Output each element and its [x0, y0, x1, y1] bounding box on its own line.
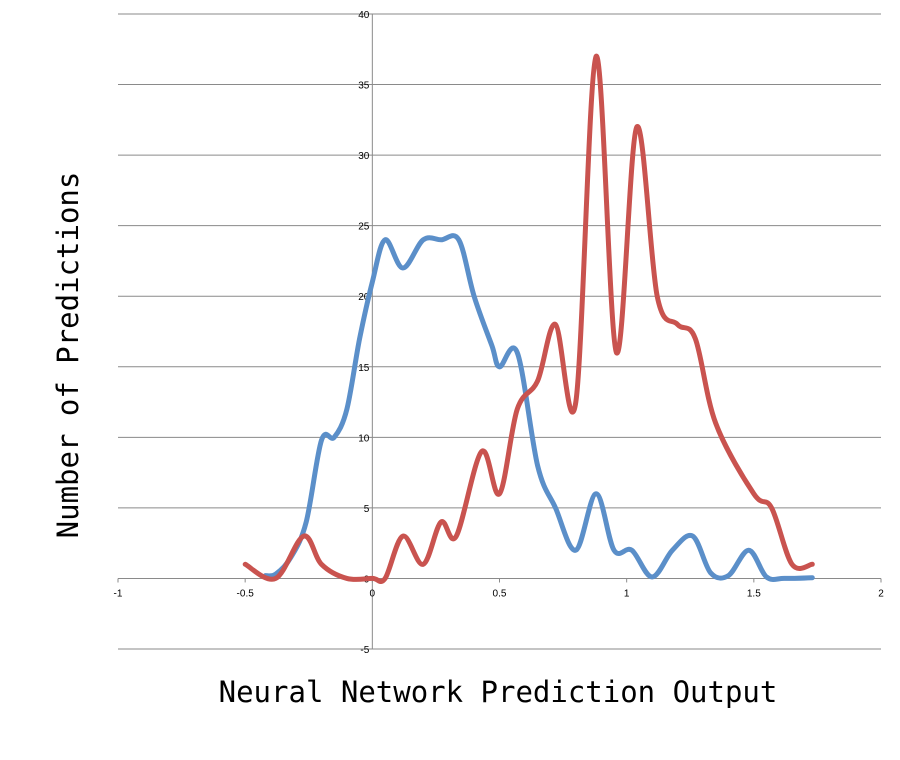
- y-axis-title: Number of Predictions: [51, 172, 85, 539]
- y-tick-label: 20: [358, 292, 370, 303]
- x-tick-label: 0: [370, 588, 376, 599]
- y-tick-label: 25: [358, 222, 370, 233]
- y-tick-label: 5: [364, 504, 370, 515]
- gridlines: [118, 13, 881, 650]
- y-tick-label: 10: [358, 433, 370, 444]
- series-group: [242, 53, 815, 585]
- series-line-1: [263, 233, 815, 582]
- y-tick-label: -5: [360, 645, 369, 656]
- x-tick-label: 0.5: [493, 588, 507, 599]
- y-tick-label: 30: [358, 151, 370, 162]
- x-tick-label: 2: [878, 588, 884, 599]
- x-tick-label: 1.5: [747, 588, 761, 599]
- series-line-2: [242, 53, 815, 585]
- axes: [117, 14, 882, 649]
- y-tick-label: 35: [358, 81, 370, 92]
- x-tick-label: -1: [114, 588, 123, 599]
- x-tick-label: -0.5: [237, 588, 255, 599]
- y-tick-label: 40: [358, 10, 370, 21]
- x-axis-title: Neural Network Prediction Output: [219, 675, 778, 709]
- x-tick-labels: -1 -0.5 0 0.5 1 1.5 2: [114, 588, 885, 599]
- y-tick-label: 15: [358, 363, 370, 374]
- x-tick-label: 1: [624, 588, 630, 599]
